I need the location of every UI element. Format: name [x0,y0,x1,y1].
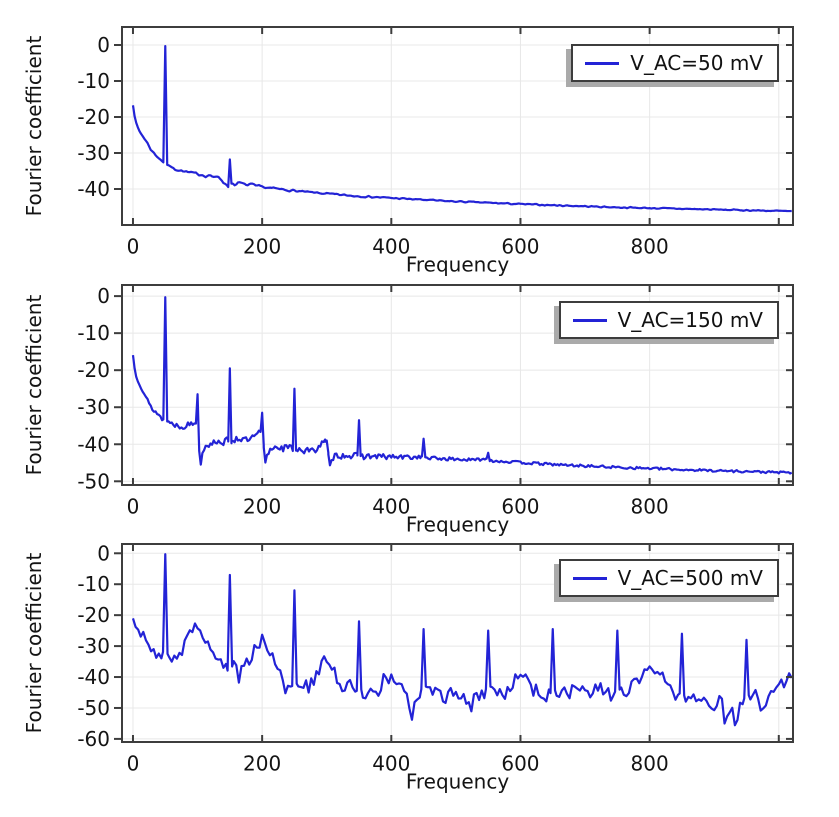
axes-box [121,284,794,486]
y-tick-label: 0 [97,541,110,565]
y-tick-label: -50 [77,469,110,493]
y-axis-title: Fourier coefficient [22,553,46,734]
y-tick-label: 0 [97,284,110,308]
y-tick-label: -10 [77,69,110,93]
legend-box-vac-500: V_AC=500 mV [558,559,779,597]
y-tick-label: -10 [77,572,110,596]
x-tick-label: 200 [243,494,281,518]
x-axis-title: Frequency [406,512,509,536]
x-tick-label: 600 [501,234,539,258]
x-tick-label: 0 [127,751,140,775]
x-tick-label: 600 [501,751,539,775]
x-axis-title: Frequency [406,252,509,276]
x-tick-label: 200 [243,751,281,775]
x-axis-title: Frequency [406,769,509,793]
chart-2: 0 200 400 600 800 0 -10 -20 -30 -40 -50 Frequency Fo… [22,284,794,536]
legend-box-vac-50: V_AC=50 mV [571,44,779,82]
legend-label: V_AC=150 mV [617,308,763,332]
x-tick-label: 600 [501,494,539,518]
axes-box [121,543,794,743]
tick-labels: 0 200 400 600 800 0 -10 -20 -30 -40 [77,33,668,258]
legend-line-sample-icon [572,576,607,580]
x-tick-label: 0 [127,234,140,258]
legend-box-vac-150: V_AC=150 mV [558,301,779,339]
y-tick-label: -10 [77,321,110,345]
x-tick-label: 800 [631,494,669,518]
y-tick-label: -30 [77,141,110,165]
tick-labels: 0 200 400 600 800 0 -10 -20 -30 -40 -50 -60 [77,541,668,775]
y-tick-label: 0 [97,33,110,57]
tick-marks [114,285,793,485]
y-tick-label: -20 [77,105,110,129]
x-tick-label: 800 [631,751,669,775]
y-tick-label: -30 [77,395,110,419]
series-line-v-ac-150-mv [131,296,792,475]
x-tick-label: 200 [243,234,281,258]
tick-marks [114,27,793,225]
y-tick-label: -60 [77,727,110,751]
y-tick-label: -50 [77,696,110,720]
x-tick-label: 0 [127,494,140,518]
y-tick-label: -30 [77,634,110,658]
tick-marks [114,544,793,742]
x-tick-label: 400 [372,494,410,518]
y-tick-label: -20 [77,603,110,627]
grid [123,286,792,484]
y-tick-label: -20 [77,358,110,382]
legend-line-sample-icon [572,318,607,322]
y-tick-label: -40 [77,665,110,689]
x-tick-label: 400 [372,751,410,775]
series-line-v-ac-500-mv [131,553,792,727]
y-axis-title: Fourier coefficient [22,36,46,217]
legend-label: V_AC=500 mV [617,566,763,590]
y-tick-label: -40 [77,177,110,201]
x-tick-label: 400 [372,234,410,258]
series-line-v-ac-50-mv [131,44,792,213]
axes-box [121,26,794,226]
legend-line-sample-icon [585,61,620,65]
tick-labels: 0 200 400 600 800 0 -10 -20 -30 -40 -50 [77,284,668,518]
y-axis-title: Fourier coefficient [22,295,46,476]
x-tick-label: 800 [631,234,669,258]
y-tick-label: -40 [77,432,110,456]
legend-label: V_AC=50 mV [630,51,763,75]
